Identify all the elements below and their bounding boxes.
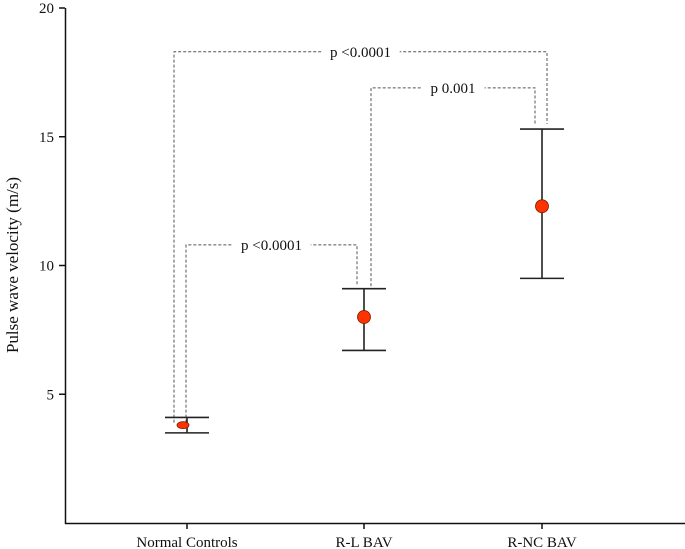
- significance-annotations: p <0.0001 p 0.001 p <0.0001: [173, 42, 548, 423]
- p-value-label: p <0.0001: [241, 238, 302, 254]
- y-tick-label: 5: [47, 387, 55, 403]
- p-value-label: p 0.001: [431, 81, 476, 97]
- bracket-label-bg: [321, 42, 400, 61]
- y-tick-label: 20: [39, 1, 54, 17]
- bracket-line: [370, 87, 536, 287]
- significance-bracket: p 0.001: [370, 78, 536, 287]
- mean-point: [357, 310, 371, 324]
- mean-point: [176, 421, 190, 430]
- significance-bracket: p <0.0001: [185, 235, 358, 423]
- bracket-line: [173, 51, 548, 423]
- bracket-label-bg: [421, 78, 485, 97]
- y-tick-label: 10: [39, 259, 54, 275]
- plot-area: [64, 8, 685, 525]
- y-ticks: 5 10 15 20: [39, 1, 65, 403]
- p-value-label: p <0.0001: [330, 45, 391, 61]
- y-axis-label: Pulse wave velocity (m/s): [3, 177, 22, 353]
- mean-point: [535, 199, 549, 214]
- x-categories: Normal Controls R-L BAV R-NC BAV: [136, 523, 577, 549]
- mean-points: [176, 199, 549, 430]
- x-tick-label: R-NC BAV: [507, 535, 576, 549]
- x-tick-label: R-L BAV: [335, 535, 392, 549]
- x-tick-label: Normal Controls: [136, 535, 237, 549]
- y-tick-label: 15: [39, 130, 54, 146]
- error-bars: [165, 128, 564, 434]
- bracket-label-bg: [232, 235, 311, 254]
- bracket-line: [185, 244, 358, 423]
- significance-bracket: p <0.0001: [173, 42, 548, 423]
